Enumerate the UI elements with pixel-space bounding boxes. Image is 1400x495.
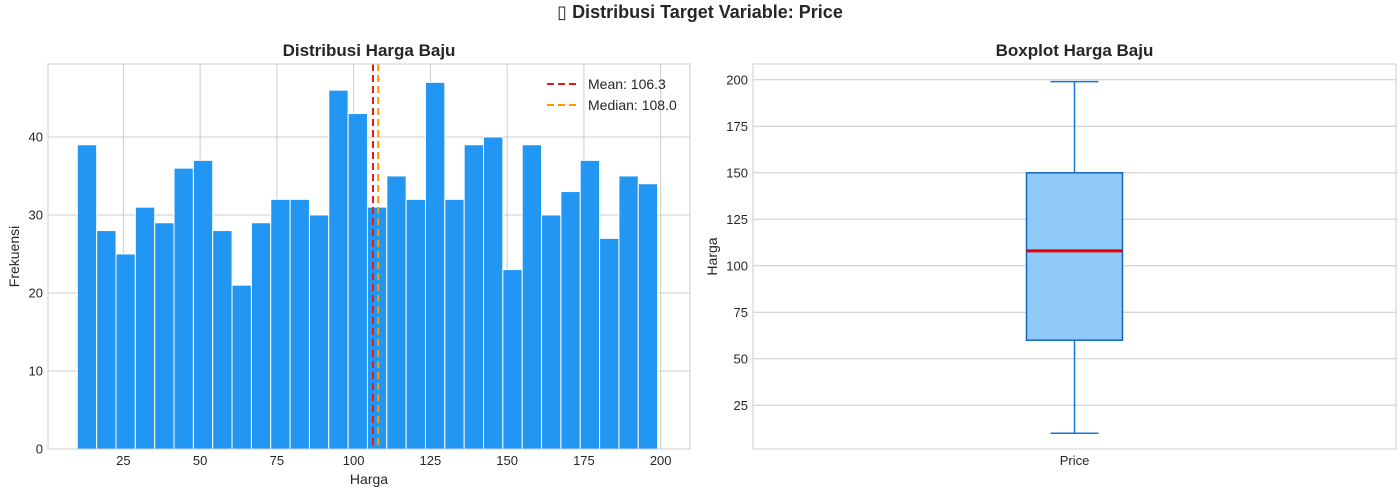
histogram-bar	[250, 222, 272, 450]
histogram-bar	[173, 167, 194, 450]
histogram-y-tick-label: 20	[29, 285, 43, 300]
boxplot-y-tick-label: 25	[734, 398, 748, 413]
histogram-bar	[289, 198, 310, 450]
boxplot-y-tick-label: 150	[726, 165, 748, 180]
histogram-bar	[405, 198, 426, 450]
legend-label: Mean: 106.3	[588, 76, 666, 92]
histogram-bar	[521, 144, 543, 450]
histogram-bar	[96, 230, 117, 450]
histogram-bar	[212, 230, 233, 450]
histogram-x-ticks: 25 50 75 100 125 150 175 200	[116, 453, 671, 468]
histogram-y-ticks: 0 10 20 30 40	[29, 129, 43, 456]
histogram-title: Distribusi Harga Baju	[283, 41, 456, 60]
histogram-bar	[366, 206, 388, 450]
boxplot-category-label: Price	[1060, 453, 1090, 468]
boxplot-y-tick-label: 50	[734, 351, 748, 366]
histogram-bar	[192, 159, 214, 450]
histogram-bar	[328, 89, 349, 450]
histogram-bar	[386, 175, 407, 450]
histogram-x-tick-label: 125	[420, 453, 442, 468]
histogram-bar	[618, 175, 639, 450]
histogram-x-tick-label: 50	[193, 453, 207, 468]
histogram-bar	[560, 191, 581, 450]
histogram-bar	[599, 237, 620, 450]
histogram-bar	[76, 144, 98, 450]
histogram-bar	[502, 269, 523, 450]
histogram-frame	[47, 63, 691, 450]
histogram-bar	[231, 284, 252, 450]
legend-label: Median: 108.0	[588, 97, 677, 113]
histogram-bar	[483, 136, 504, 450]
histogram-chart: 25 50 75 100 125 150 175 200 0 10 20 30 40 Distribu…	[6, 41, 691, 487]
histogram-bar	[424, 81, 446, 450]
histogram-bar	[637, 183, 659, 450]
histogram-reference-lines	[371, 64, 380, 449]
histogram-bar	[444, 198, 465, 450]
histogram-y-label: Frekuensi	[6, 226, 22, 287]
boxplot-frame	[752, 63, 1397, 450]
histogram-bar	[115, 253, 136, 450]
histogram-x-tick-label: 100	[343, 453, 365, 468]
histogram-y-tick-label: 10	[29, 363, 43, 378]
boxplot-title: Boxplot Harga Baju	[996, 41, 1154, 60]
histogram-y-tick-label: 0	[36, 442, 43, 457]
boxplot-y-tick-label: 200	[726, 72, 748, 87]
histogram-bar	[134, 206, 156, 450]
boxplot-box	[1025, 172, 1124, 341]
histogram-x-label: Harga	[350, 471, 388, 487]
boxplot-y-tick-label: 125	[726, 212, 748, 227]
histogram-bar	[270, 198, 291, 450]
histogram-x-tick-label: 175	[573, 453, 595, 468]
boxplot-y-tick-label: 175	[726, 119, 748, 134]
histogram-bar	[463, 144, 485, 450]
histogram-bar	[579, 159, 601, 450]
histogram-x-tick-label: 200	[650, 453, 672, 468]
histogram-y-tick-label: 40	[29, 129, 43, 144]
boxplot-y-tick-label: 100	[726, 258, 748, 273]
histogram-x-tick-label: 75	[270, 453, 284, 468]
histogram-bar	[308, 214, 330, 450]
boxplot-y-label: Harga	[704, 237, 720, 275]
histogram-x-tick-label: 150	[496, 453, 518, 468]
histogram-bar	[541, 214, 562, 450]
histogram-y-tick-label: 30	[29, 207, 43, 222]
boxplot-y-tick-label: 75	[734, 305, 748, 320]
boxplot-y-ticks: 25 50 75 100 125 150 175 200	[726, 72, 748, 412]
histogram-legend: Mean: 106.3 Median: 108.0	[547, 76, 677, 113]
figure-suptitle: ▯ Distribusi Target Variable: Price	[557, 2, 843, 22]
histogram-x-tick-label: 25	[116, 453, 130, 468]
boxplot-body	[1025, 80, 1124, 434]
boxplot-chart: 25 50 75 100 125 150 175 200 Price Boxplot Harg…	[704, 41, 1397, 468]
histogram-bar	[154, 222, 175, 450]
histogram-bar	[347, 113, 368, 450]
